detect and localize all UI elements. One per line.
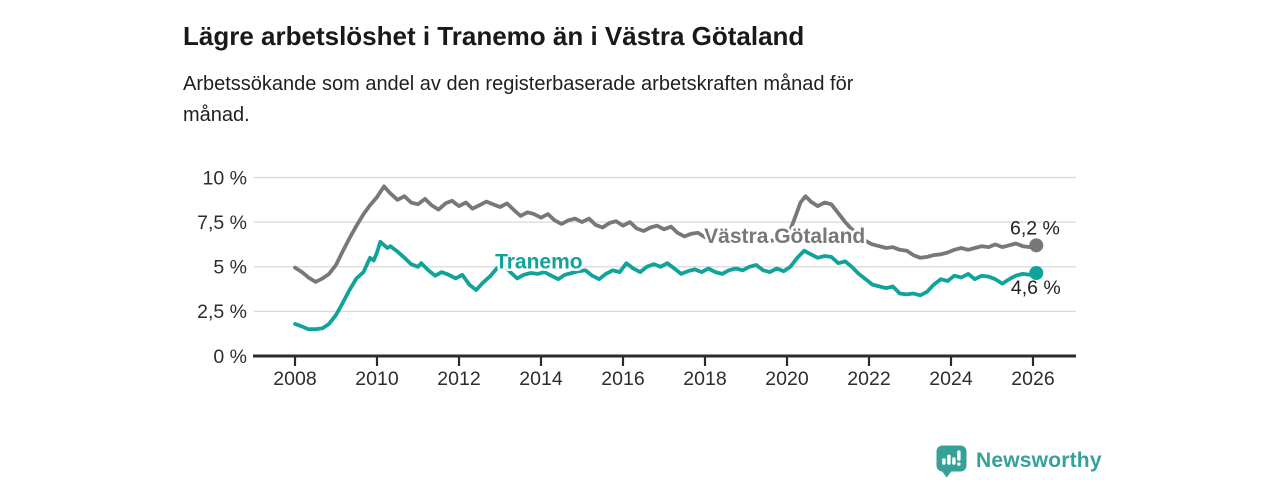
- x-tick-label: 2024: [929, 368, 973, 390]
- y-tick-label: 0 %: [213, 346, 247, 368]
- y-tick-label: 2,5 %: [197, 301, 247, 323]
- bar-chart-speech-bubble-icon: [936, 445, 967, 477]
- y-tick-label: 10 %: [203, 167, 247, 189]
- newsworthy-brand-label: Newsworthy: [976, 449, 1102, 472]
- series-endpoint-dot-v-stra-g-taland: [1029, 238, 1044, 253]
- series-line-tranemo: [293, 239, 1039, 332]
- x-tick-label: 2016: [601, 368, 644, 390]
- x-tick-label: 2014: [519, 368, 563, 390]
- x-tick-label: 2022: [847, 368, 890, 390]
- chart-title: Lägre arbetslöshet i Tranemo än i Västra…: [183, 21, 805, 52]
- end-value-label: 6,2 %: [1010, 217, 1060, 239]
- series-line-v-stra-g-taland: [293, 184, 1039, 284]
- x-tick-label: 2018: [683, 368, 726, 390]
- newsworthy-brand-link[interactable]: Newsworthy: [936, 444, 1102, 478]
- chart-subtitle: Arbetssökande som andel av den registerb…: [183, 69, 1043, 131]
- series-endpoint-dot-tranemo: [1029, 265, 1044, 280]
- end-value-label: 4,6 %: [1011, 277, 1061, 299]
- x-tick-label: 2010: [355, 368, 399, 390]
- chart-subtitle-line1: Arbetssökande som andel av den registerb…: [183, 73, 854, 95]
- series-label: Tranemo: [495, 250, 583, 273]
- y-tick-label: 5 %: [213, 257, 247, 279]
- x-tick-label: 2012: [437, 368, 480, 390]
- x-tick-label: 2026: [1011, 368, 1054, 390]
- chart-subtitle-line2: månad.: [183, 104, 250, 126]
- y-tick-label: 7,5 %: [197, 212, 247, 234]
- x-tick-label: 2020: [765, 368, 809, 390]
- x-tick-label: 2008: [273, 368, 316, 390]
- series-label: Västra Götaland: [704, 225, 865, 248]
